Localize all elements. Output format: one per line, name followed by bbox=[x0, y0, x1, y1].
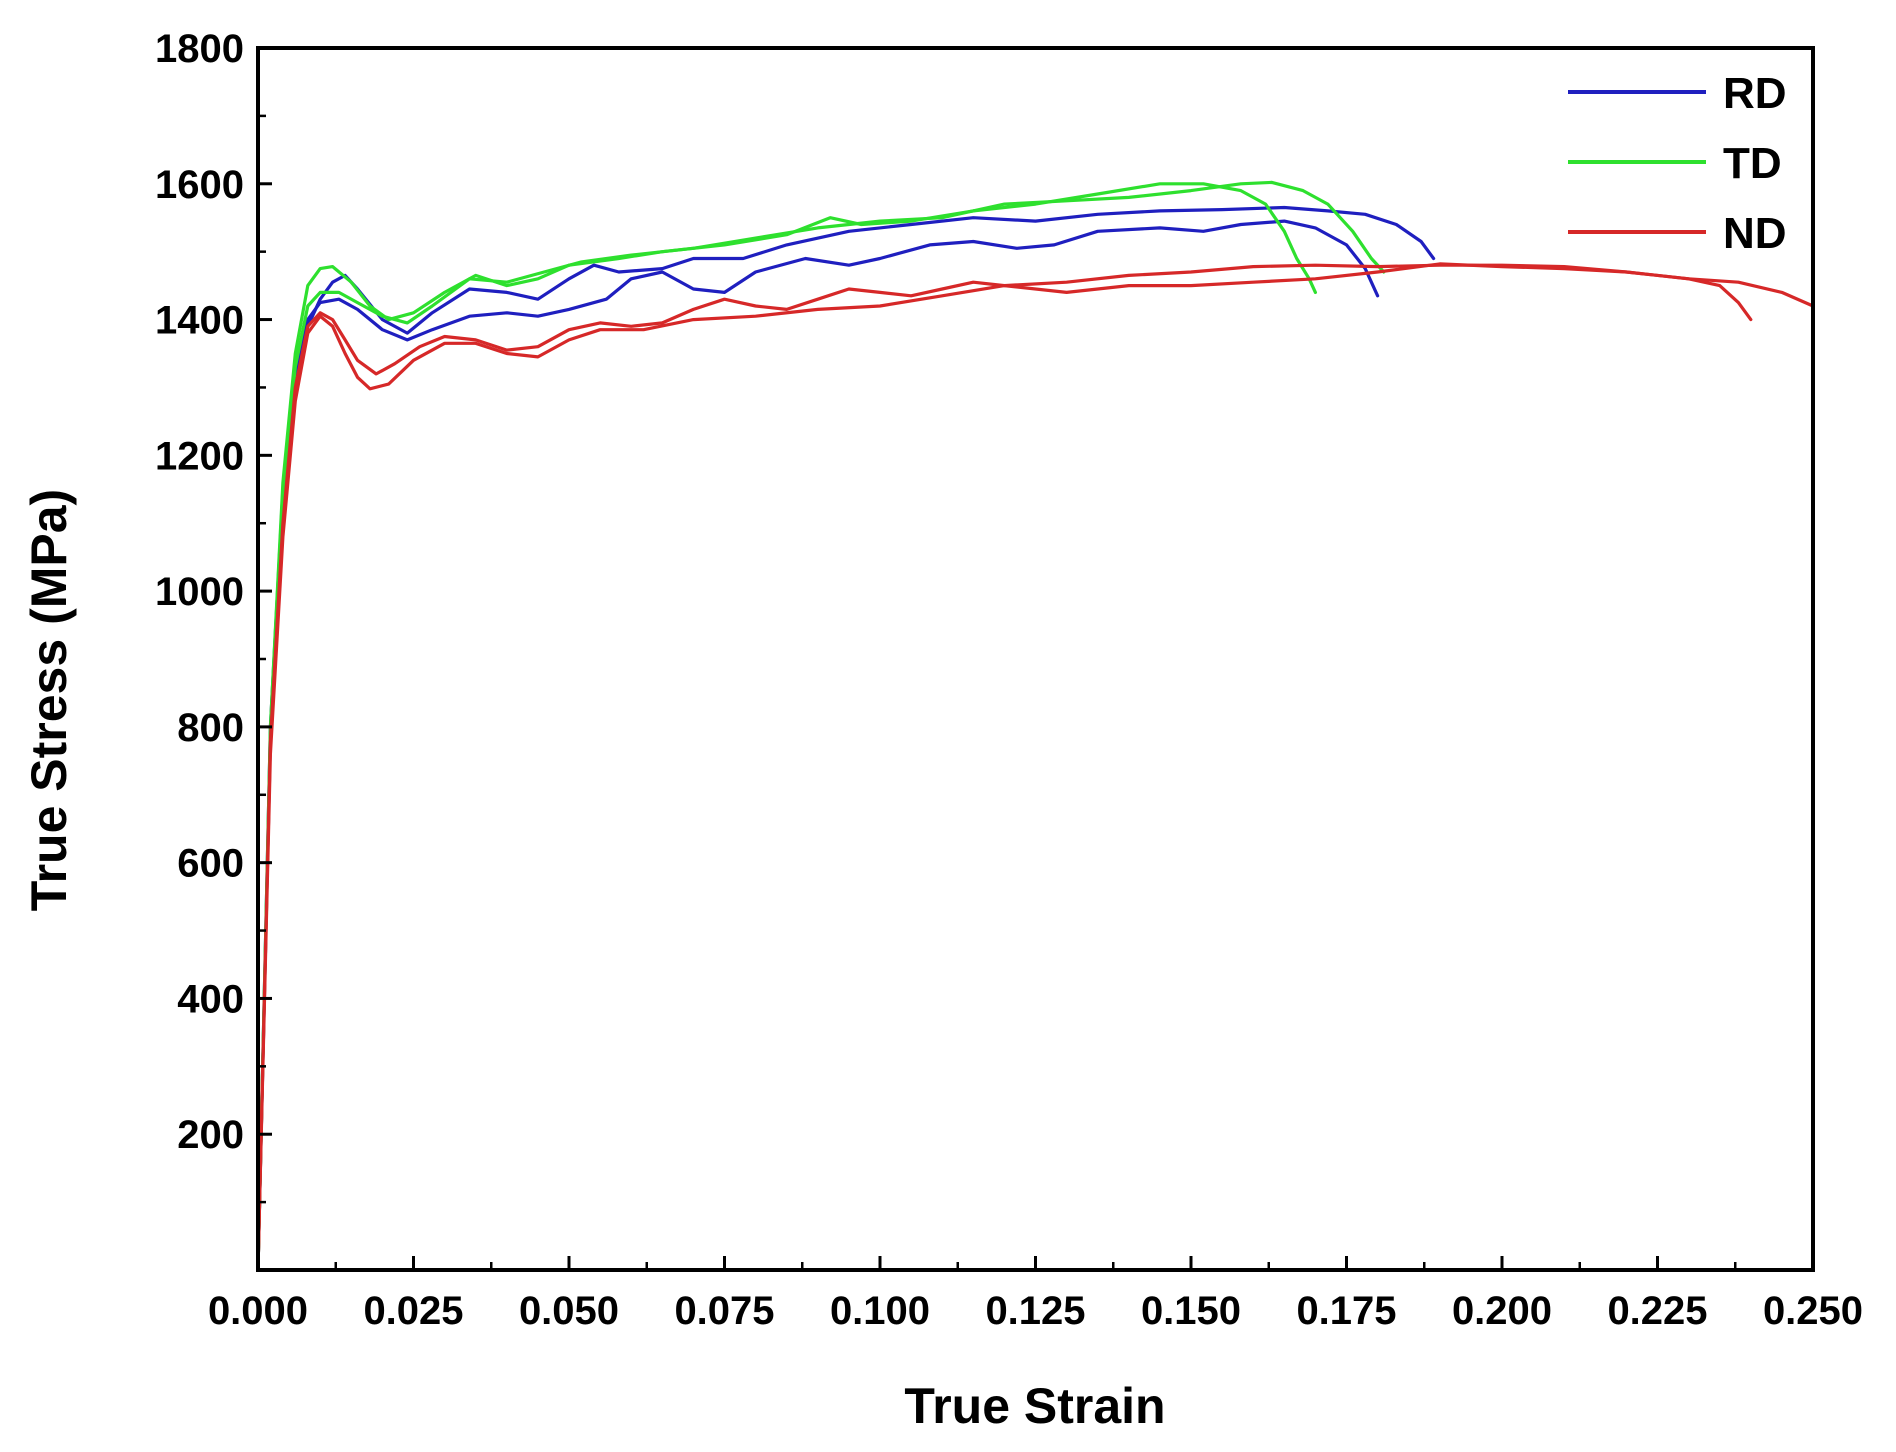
x-tick-label: 0.075 bbox=[674, 1289, 774, 1333]
series-line-rd-0 bbox=[256, 219, 1380, 1272]
y-tick-label: 1800 bbox=[155, 27, 244, 71]
x-tick-label: 0.100 bbox=[830, 1289, 930, 1333]
legend-label-td: TD bbox=[1723, 139, 1782, 188]
x-tick-label: 0.125 bbox=[985, 1289, 1085, 1333]
y-tick-label: 1200 bbox=[155, 434, 244, 478]
y-tick-label: 1600 bbox=[155, 163, 244, 207]
x-tick-label: 0.000 bbox=[208, 1289, 308, 1333]
series-line-nd-5 bbox=[256, 262, 1815, 1272]
x-tick-label: 0.175 bbox=[1296, 1289, 1396, 1333]
y-tick-label: 400 bbox=[177, 977, 244, 1021]
y-tick-label: 600 bbox=[177, 842, 244, 886]
y-tick-label: 800 bbox=[177, 706, 244, 750]
x-tick-label: 0.050 bbox=[519, 1289, 619, 1333]
legend-label-nd: ND bbox=[1723, 209, 1787, 258]
series-line-td-2 bbox=[256, 182, 1317, 1272]
legend-label-rd: RD bbox=[1723, 69, 1787, 118]
x-tick-label: 0.200 bbox=[1452, 1289, 1552, 1333]
series-line-td-3 bbox=[256, 180, 1386, 1272]
series-group bbox=[256, 180, 1815, 1272]
x-tick-label: 0.250 bbox=[1763, 1289, 1863, 1333]
series-line-rd-1 bbox=[256, 205, 1436, 1272]
x-tick-label: 0.025 bbox=[363, 1289, 463, 1333]
y-axis-label: True Stress (MPa) bbox=[21, 489, 77, 911]
y-tick-label: 200 bbox=[177, 1113, 244, 1157]
x-tick-label: 0.150 bbox=[1141, 1289, 1241, 1333]
y-tick-label: 1000 bbox=[155, 570, 244, 614]
x-tick-label: 0.225 bbox=[1607, 1289, 1707, 1333]
y-tick-label: 1400 bbox=[155, 299, 244, 343]
legend: RD TD ND bbox=[1568, 69, 1787, 258]
x-axis-label: True Strain bbox=[904, 1378, 1165, 1434]
series-line-nd-4 bbox=[256, 263, 1753, 1272]
